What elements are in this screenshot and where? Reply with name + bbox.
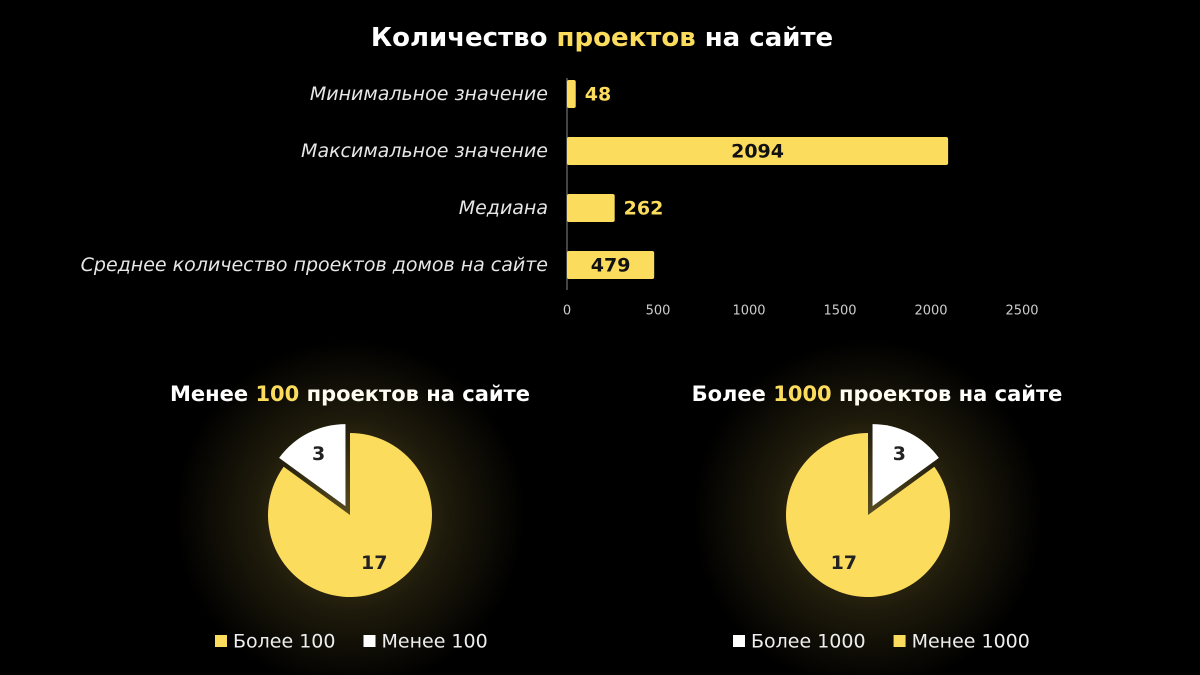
slice-label: 17 <box>831 552 857 574</box>
category-label: Медиана <box>458 196 548 219</box>
category-label: Среднее количество проектов домов на сай… <box>80 253 548 276</box>
title-part: проектов <box>557 23 696 53</box>
legend-label: Менее 1000 <box>912 631 1030 653</box>
chart-title: Количество проектов на сайте <box>371 23 833 53</box>
bar <box>567 137 949 165</box>
bar <box>567 251 655 279</box>
title-part: Количество <box>371 23 548 53</box>
x-tick-label: 500 <box>646 304 671 319</box>
legend-swatch <box>363 635 376 647</box>
pie-slice <box>872 424 939 507</box>
pie-slice <box>786 433 950 597</box>
slice-label: 3 <box>893 443 906 465</box>
x-tick-label: 1000 <box>732 304 765 319</box>
category-label: Максимальное значение <box>301 139 548 162</box>
legend-label: Более 100 <box>233 631 336 653</box>
value-label: 262 <box>624 198 664 220</box>
x-tick-label: 0 <box>563 304 571 319</box>
bar <box>567 80 576 108</box>
title-part: на сайте <box>705 23 833 53</box>
pie-slice <box>279 424 346 507</box>
value-label: 48 <box>585 84 611 106</box>
legend-swatch <box>733 635 745 647</box>
slice-label: 17 <box>361 552 387 574</box>
x-tick-label: 1500 <box>823 304 856 319</box>
x-tick-label: 2500 <box>1005 304 1038 319</box>
x-tick-label: 2000 <box>914 304 947 319</box>
slice-label: 3 <box>312 443 325 465</box>
legend-swatch <box>893 635 906 647</box>
value-label: 479 <box>591 255 631 277</box>
bar <box>567 194 615 222</box>
legend-label: Менее 100 <box>382 631 488 653</box>
legend-swatch <box>215 635 227 647</box>
category-label: Минимальное значение <box>309 82 548 105</box>
legend-label: Более 1000 <box>751 631 866 653</box>
pie-slice <box>268 433 432 598</box>
value-label: 2094 <box>731 141 784 163</box>
